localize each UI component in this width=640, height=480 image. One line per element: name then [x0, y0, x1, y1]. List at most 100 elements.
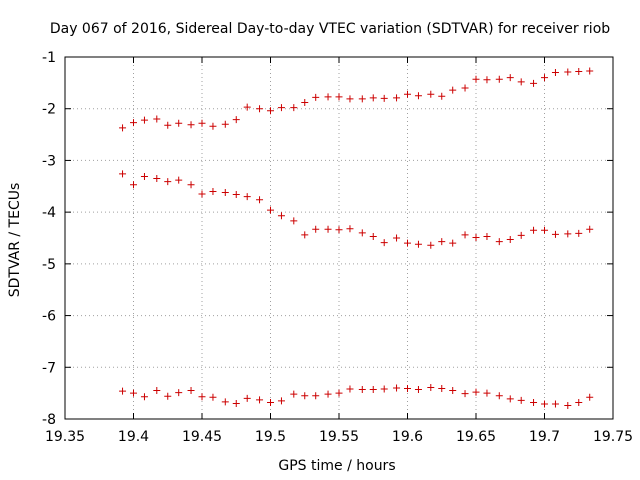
data-point-lower — [369, 386, 377, 394]
data-point-middle — [461, 231, 469, 239]
data-point-upper — [301, 99, 309, 107]
data-point-upper — [187, 121, 195, 129]
data-point-middle — [449, 239, 457, 247]
data-point-upper — [198, 119, 206, 127]
data-point-upper — [461, 84, 469, 92]
data-point-lower — [358, 386, 366, 394]
data-point-lower — [530, 398, 538, 406]
data-point-lower — [438, 384, 446, 392]
data-point-lower — [267, 398, 274, 406]
data-point-upper — [267, 107, 274, 115]
data-point-upper — [575, 67, 583, 75]
data-point-middle — [243, 193, 251, 201]
data-point-middle — [277, 212, 285, 220]
x-axis-label: GPS time / hours — [278, 458, 395, 474]
x-tick-label: 19.65 — [456, 429, 496, 445]
data-point-upper — [324, 93, 332, 101]
data-point-middle — [495, 238, 503, 246]
data-point-middle — [346, 225, 354, 233]
data-point-lower — [517, 396, 525, 404]
data-point-upper — [153, 115, 161, 123]
data-point-middle — [358, 229, 366, 237]
data-point-lower — [506, 395, 514, 403]
data-point-middle — [301, 231, 309, 239]
data-point-middle — [221, 188, 229, 196]
data-point-middle — [380, 239, 388, 247]
data-point-lower — [551, 400, 559, 408]
data-point-lower — [393, 384, 401, 392]
data-point-lower — [130, 389, 137, 397]
data-point-lower — [414, 386, 422, 394]
data-point-upper — [175, 119, 183, 127]
data-point-middle — [312, 225, 320, 233]
data-point-upper — [404, 90, 411, 98]
data-point-lower — [277, 397, 285, 405]
data-point-middle — [324, 225, 332, 233]
data-point-middle — [335, 226, 343, 234]
data-point-upper — [551, 69, 559, 77]
data-point-middle — [541, 226, 548, 234]
data-point-upper — [164, 121, 172, 129]
y-tick-label: -7 — [42, 360, 56, 376]
data-point-middle — [414, 240, 422, 248]
data-point-middle — [267, 206, 274, 214]
data-point-upper — [346, 95, 354, 103]
data-point-lower — [335, 389, 343, 397]
data-point-middle — [483, 232, 491, 240]
data-point-lower — [461, 390, 469, 398]
data-point-upper — [369, 94, 377, 102]
data-point-middle — [130, 181, 137, 189]
data-point-lower — [346, 385, 354, 393]
x-tick-label: 19.75 — [593, 429, 633, 445]
data-point-upper — [140, 116, 148, 124]
data-point-upper — [209, 122, 217, 130]
data-point-upper — [393, 94, 401, 102]
data-point-lower — [564, 402, 572, 410]
y-tick-label: -5 — [42, 257, 56, 273]
data-point-lower — [290, 390, 298, 398]
data-point-lower — [324, 390, 332, 398]
x-tick-label: 19.7 — [529, 429, 560, 445]
data-point-middle — [517, 231, 525, 239]
data-point-middle — [198, 190, 206, 198]
data-point-middle — [506, 236, 514, 244]
data-point-middle — [564, 230, 572, 238]
data-point-lower — [119, 387, 127, 395]
data-point-lower — [232, 399, 240, 407]
data-point-upper — [506, 74, 514, 82]
data-point-upper — [483, 76, 491, 84]
data-point-middle — [586, 225, 594, 233]
data-point-upper — [530, 79, 538, 87]
data-point-upper — [449, 86, 457, 94]
data-point-middle — [404, 239, 411, 247]
data-point-middle — [119, 170, 127, 178]
data-point-upper — [130, 119, 137, 127]
data-point-lower — [312, 392, 320, 400]
data-point-upper — [586, 67, 594, 75]
data-point-middle — [164, 178, 172, 186]
data-point-middle — [153, 175, 161, 183]
data-point-upper — [119, 124, 127, 132]
data-point-upper — [380, 94, 388, 102]
data-point-middle — [472, 233, 480, 241]
data-point-middle — [393, 234, 401, 242]
data-point-upper — [256, 105, 264, 113]
axis-ticks — [64, 56, 614, 420]
data-point-lower — [187, 387, 195, 395]
y-axis-label: SDTVAR / TECUs — [7, 183, 23, 298]
data-point-upper — [414, 92, 422, 100]
y-tick-label: -2 — [42, 102, 56, 118]
tick-labels: 19.35 19.4 19.45 19.5 19.55 19.6 19.65 19.7 19.7… — [42, 50, 633, 445]
data-point-upper — [290, 104, 298, 112]
grid-lines — [65, 57, 613, 419]
data-point-upper — [472, 75, 480, 83]
data-points — [119, 67, 594, 410]
data-point-middle — [256, 196, 264, 204]
y-tick-label: -6 — [42, 309, 56, 325]
data-point-lower — [209, 393, 217, 401]
data-point-lower — [586, 393, 594, 401]
data-point-upper — [243, 103, 251, 111]
data-point-upper — [438, 92, 446, 100]
data-point-lower — [404, 384, 411, 392]
